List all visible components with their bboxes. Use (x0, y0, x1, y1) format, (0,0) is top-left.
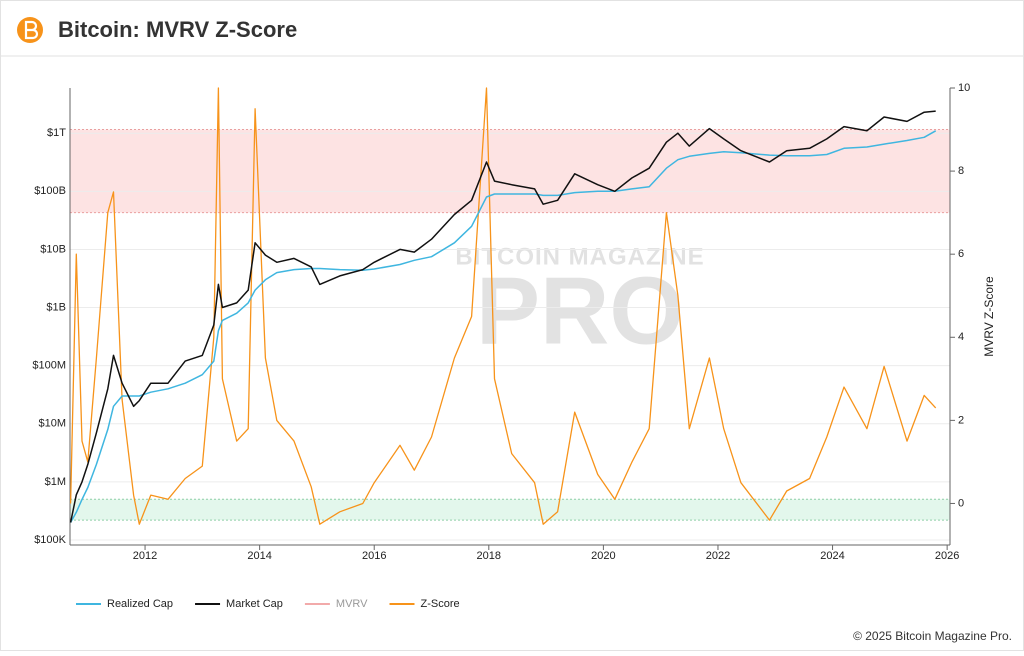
y2-axis-title: MVRV Z-Score (982, 276, 996, 357)
legend-item: Z-Score (389, 598, 460, 610)
series-line (69, 87, 937, 525)
x-tick-label: 2026 (935, 550, 959, 562)
x-tick-label: 2012 (133, 550, 157, 562)
x-tick-label: 2016 (362, 550, 386, 562)
zone-band (70, 129, 950, 213)
page-title: Bitcoin: MVRV Z-Score (58, 17, 297, 42)
y-tick-label: $100B (34, 185, 66, 197)
y2-tick-label: 0 (958, 497, 964, 509)
x-tick-label: 2022 (706, 550, 730, 562)
legend-label: Realized Cap (107, 598, 173, 610)
x-tick-label: 2020 (591, 550, 615, 562)
y2-tick-label: 2 (958, 414, 964, 426)
y-tick-label: $1T (47, 127, 66, 139)
legend-label: Z-Score (421, 598, 460, 610)
y2-tick-label: 6 (958, 248, 964, 260)
legend-item: Market Cap (195, 598, 283, 610)
legend-label: Market Cap (226, 598, 283, 610)
y-tick-label: $10B (40, 243, 66, 255)
x-tick-label: 2024 (820, 550, 844, 562)
legend-label: MVRV (336, 598, 368, 610)
x-tick-label: 2014 (247, 550, 271, 562)
y-tick-label: $1B (46, 301, 66, 313)
legend-item: MVRV (304, 598, 368, 610)
y2-tick-label: 10 (958, 82, 970, 94)
series-line (69, 110, 936, 523)
watermark: PRO (476, 257, 684, 364)
y2-tick-label: 4 (958, 331, 964, 343)
x-tick-label: 2018 (477, 550, 501, 562)
credit: © 2025 Bitcoin Magazine Pro. (853, 629, 1012, 643)
y-tick-label: $100M (32, 360, 66, 372)
y-tick-label: $100K (34, 534, 66, 546)
y2-tick-label: 8 (958, 165, 964, 177)
bitcoin-icon-glyph (24, 20, 39, 40)
y-tick-label: $10M (38, 418, 66, 430)
legend-item: Realized Cap (76, 598, 173, 610)
y-tick-label: $1M (45, 476, 66, 488)
zone-band (70, 499, 950, 521)
